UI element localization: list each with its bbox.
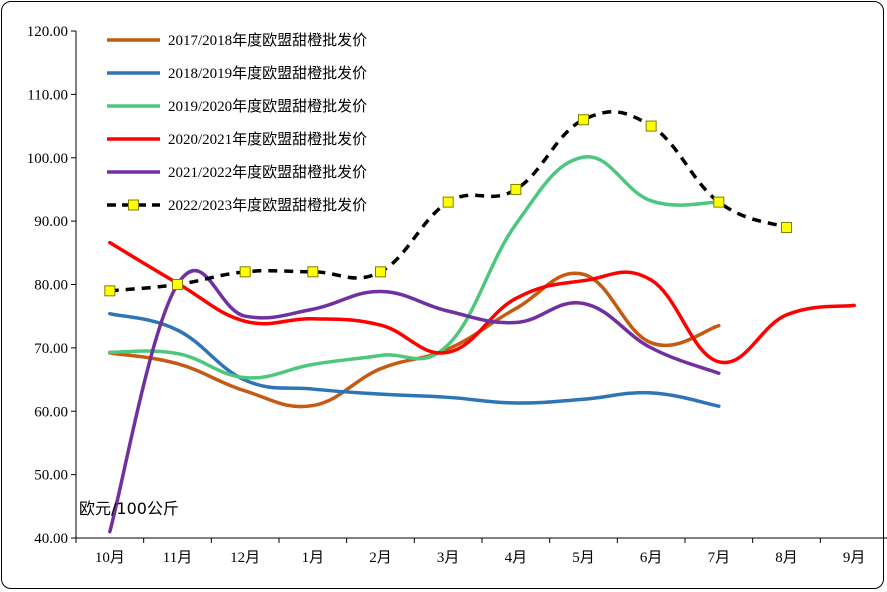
- legend-label-5: 2021/2022年度欧盟甜橙批发价: [168, 164, 367, 181]
- legend-marker-6: [128, 199, 139, 211]
- series-marker-6: [172, 279, 183, 290]
- series-marker-6: [442, 196, 454, 208]
- y-tick-label: 50.00: [34, 468, 68, 484]
- series-marker-6: [239, 266, 251, 278]
- series-marker-6: [307, 266, 319, 278]
- series-marker-6: [578, 114, 589, 126]
- x-tick-label: 11月: [163, 550, 192, 566]
- legend-label-2: 2018/2019年度欧盟甜橙批发价: [168, 65, 367, 82]
- series-marker-6: [645, 120, 657, 132]
- series-line-3: [108, 155, 721, 380]
- x-tick-label: 5月: [572, 550, 595, 566]
- legend-label-3: 2019/2020年度欧盟甜橙批发价: [168, 98, 367, 115]
- y-tick-label: 40.00: [34, 531, 68, 547]
- x-tick-label: 1月: [302, 550, 325, 566]
- series-line-4: [108, 240, 856, 365]
- y-tick-label: 70.00: [34, 341, 68, 357]
- legend-label-1: 2017/2018年度欧盟甜橙批发价: [168, 32, 367, 49]
- y-tick-label: 60.00: [34, 404, 68, 420]
- series-line-1: [108, 271, 721, 409]
- series-marker-6: [781, 221, 792, 233]
- y-tick-label: 120.00: [27, 24, 68, 40]
- y-tick-label: 90.00: [34, 214, 68, 230]
- x-tick-label: 7月: [708, 550, 731, 566]
- x-tick-label: 10月: [95, 550, 125, 566]
- y-tick-label: 80.00: [34, 278, 68, 294]
- x-tick-label: 4月: [505, 550, 528, 566]
- x-tick-label: 6月: [640, 550, 663, 566]
- series-line-2: [108, 311, 721, 408]
- x-tick-label: 8月: [775, 550, 798, 566]
- y-tick-label: 100.00: [27, 151, 68, 167]
- series-layer: [104, 109, 856, 534]
- series-marker-6: [104, 285, 116, 297]
- x-tick-label: 3月: [437, 550, 460, 566]
- series-marker-6: [713, 196, 725, 208]
- series-marker-6: [510, 183, 522, 195]
- unit-label: 欧元/100公斤: [79, 499, 179, 518]
- series-line-5: [108, 268, 721, 534]
- legend-label-6: 2022/2023年度欧盟甜橙批发价: [168, 197, 367, 214]
- x-tick-label: 9月: [843, 550, 866, 566]
- series-marker-6: [375, 266, 386, 278]
- y-tick-label: 110.00: [27, 87, 68, 103]
- x-tick-label: 12月: [230, 550, 260, 566]
- legend-label-4: 2020/2021年度欧盟甜橙批发价: [168, 131, 367, 148]
- x-tick-label: 2月: [369, 550, 392, 566]
- legend: 2017/2018年度欧盟甜橙批发价 2018/2019年度欧盟甜橙批发价 2019…: [107, 32, 367, 214]
- axes: 40.00 50.00 60.00 70.00 80.00 90.00 100.00 110.…: [27, 24, 887, 566]
